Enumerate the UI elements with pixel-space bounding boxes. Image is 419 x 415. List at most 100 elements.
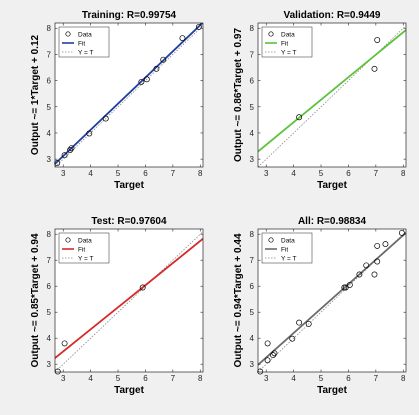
validation-y-tick-label: 6 [250,77,255,86]
training-panel: 3 4 5 6 7 8 3 4 5 6 7 8 Training: R=0.99754 Target Out… [30,10,204,191]
all-y-tick-label: 8 [250,230,255,239]
all-data-point [296,319,303,326]
all-x-tick-label: 4 [291,374,296,383]
training-y-tick-label: 5 [47,103,52,112]
all-data-point [257,368,264,375]
validation-x-tick-label: 7 [374,169,379,178]
validation-y-tick-label: 3 [250,155,255,164]
all-x-label: Target [317,385,347,396]
training-legend-label: Y = T [78,49,94,56]
training-x-tick-label: 8 [198,169,203,178]
training-data-point [160,56,167,63]
all-data-point [363,262,370,269]
all-y-tick-label: 4 [250,334,255,343]
validation-data-point [296,114,303,121]
test-legend: Data Fit Y = T [58,232,110,264]
test-legend-data-marker [65,237,71,243]
training-axes-box [54,22,204,168]
test-x-tick-label: 8 [198,374,203,383]
validation-identity-line [258,25,406,167]
all-x-tick-label: 8 [401,374,406,383]
test-x-tick-label: 3 [61,374,66,383]
validation-x-tick-label: 6 [346,169,351,178]
all-fit-line [258,232,406,366]
training-data-point [54,160,61,167]
validation-axes-box [257,22,407,168]
all-data-point [371,271,378,278]
test-panel: 3 4 5 6 7 8 3 4 5 6 7 8 Test: R=0.97604 Target Output … [30,216,204,396]
training-legend-label: Data [78,31,92,38]
all-data-point [289,335,296,342]
all-data-point [398,229,405,236]
training-data-point [68,145,75,152]
training-x-tick-label: 4 [88,169,93,178]
all-data-point [264,340,271,347]
validation-y-tick-label: 8 [250,24,255,33]
test-identity-line [55,231,203,372]
test-legend-label: Fit [78,246,85,253]
all-identity-line [258,231,406,372]
all-y-tick-label: 5 [250,308,255,317]
test-y-tick-label: 8 [47,230,52,239]
all-legend-label: Fit [281,246,288,253]
all-x-tick-label: 3 [264,374,269,383]
validation-x-label: Target [317,180,347,191]
all-y-tick-label: 7 [250,256,255,265]
validation-panel: 3 4 5 6 7 8 3 4 5 6 7 8 Validation: R=0.9449 Target Ou… [233,10,407,191]
all-y-tick-label: 6 [250,282,255,291]
test-fit-line [55,238,203,359]
training-data-point [61,152,68,159]
validation-legend-label: Fit [281,40,288,47]
training-x-label: Target [114,180,144,191]
training-x-tick-label: 5 [116,169,121,178]
test-x-tick-label: 5 [116,374,121,383]
test-y-tick-label: 6 [47,282,52,291]
test-x-tick-label: 4 [88,374,93,383]
training-fit-line [55,23,203,165]
all-legend-label: Y = T [281,255,297,262]
test-x-tick-label: 7 [171,374,176,383]
all-data-point [342,284,349,291]
validation-y-tick-label: 4 [250,129,255,138]
test-x-label: Target [114,385,144,396]
all-y-label: Output ~= 0.94*Target + 0.44 [233,233,244,367]
validation-legend-label: Y = T [281,49,297,56]
validation-title: Validation: R=0.9449 [284,10,381,21]
test-title: Test: R=0.97604 [91,216,167,227]
all-data-point [264,357,271,364]
validation-data-point [374,37,381,43]
all-data-point [271,350,278,357]
training-data-point [195,23,202,30]
training-x-tick-label: 6 [143,169,148,178]
all-data-point [305,320,312,327]
test-x-tick-label: 6 [143,374,148,383]
test-axes-box [54,228,204,373]
training-legend: Data Fit Y = T [58,26,110,58]
all-data-point [382,241,389,248]
test-data-point [61,340,68,347]
validation-y-label: Output ~= 0.86*Target + 0.97 [233,28,244,162]
test-y-tick-label: 4 [47,334,52,343]
training-data-point [86,130,93,137]
all-legend: Data Fit Y = T [261,232,313,264]
all-x-tick-label: 5 [319,374,324,383]
test-y-tick-label: 7 [47,256,52,265]
validation-x-tick-label: 4 [291,169,296,178]
test-legend-label: Data [78,237,92,244]
training-data-point [179,35,186,42]
validation-legend-data-marker [268,31,274,37]
validation-legend-label: Data [281,31,295,38]
training-identity-line [55,25,203,167]
all-data-point [356,271,363,278]
validation-x-tick-label: 5 [319,169,324,178]
validation-legend: Data Fit Y = T [261,26,313,58]
validation-y-tick-label: 5 [250,103,255,112]
training-legend-data-marker [65,31,71,37]
training-data-point [138,78,145,85]
training-y-tick-label: 6 [47,77,52,86]
validation-data-point [371,65,378,72]
training-title: Training: R=0.99754 [82,10,177,21]
training-data-point [67,147,74,153]
training-y-label: Output ~= 1*Target + 0.12 [30,35,41,156]
all-data-point [270,352,277,359]
